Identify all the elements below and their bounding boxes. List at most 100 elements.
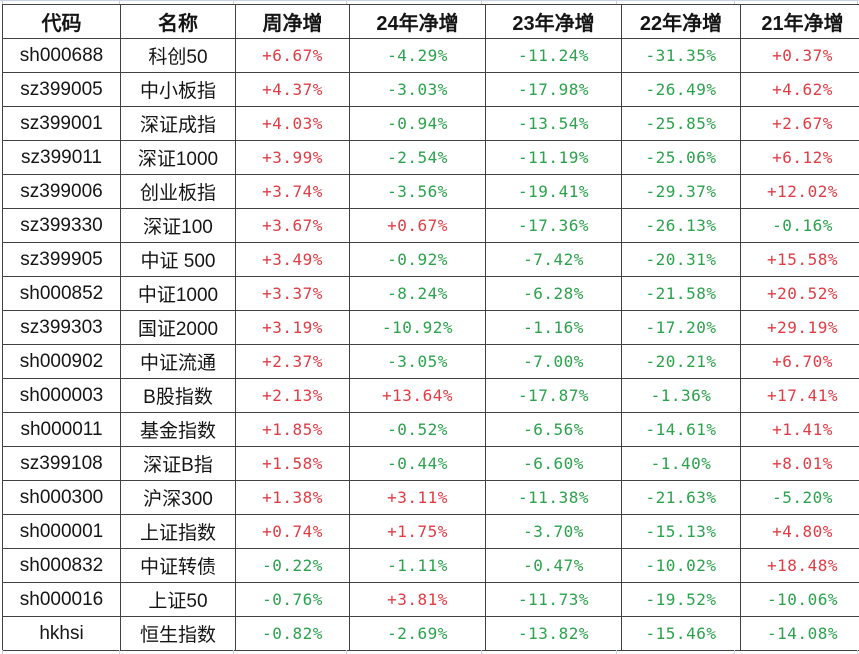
code-cell[interactable]: sh000832 (2, 548, 121, 583)
code-cell[interactable]: sz399303 (2, 310, 121, 345)
value-cell[interactable]: -31.35% (621, 38, 741, 73)
value-cell[interactable]: -17.98% (485, 72, 622, 107)
value-cell[interactable]: +1.85% (235, 412, 350, 447)
value-cell[interactable]: -5.20% (740, 480, 859, 515)
value-cell[interactable]: +3.67% (235, 208, 350, 243)
value-cell[interactable]: -21.58% (621, 276, 741, 311)
name-cell[interactable]: 中证转债 (120, 548, 236, 583)
code-cell[interactable]: sh000688 (2, 38, 121, 73)
name-cell[interactable]: 恒生指数 (120, 616, 236, 651)
value-cell[interactable]: +20.52% (740, 276, 859, 311)
value-cell[interactable]: +3.19% (235, 310, 350, 345)
value-cell[interactable]: -26.13% (621, 208, 741, 243)
value-cell[interactable]: -11.38% (485, 480, 622, 515)
value-cell[interactable]: +17.41% (740, 378, 859, 413)
value-cell[interactable]: +1.58% (235, 446, 350, 481)
name-cell[interactable]: 深证100 (120, 208, 236, 243)
value-cell[interactable]: +29.19% (740, 310, 859, 345)
value-cell[interactable]: +6.70% (740, 344, 859, 379)
value-cell[interactable]: -7.00% (485, 344, 622, 379)
value-cell[interactable]: -0.92% (349, 242, 486, 277)
code-cell[interactable]: sz399108 (2, 446, 121, 481)
name-cell[interactable]: 深证1000 (120, 140, 236, 175)
value-cell[interactable]: -6.28% (485, 276, 622, 311)
value-cell[interactable]: +18.48% (740, 548, 859, 583)
value-cell[interactable]: -19.52% (621, 582, 741, 617)
value-cell[interactable]: -1.11% (349, 548, 486, 583)
value-cell[interactable]: -14.08% (740, 616, 859, 651)
value-cell[interactable]: -1.36% (621, 378, 741, 413)
header-cell-1[interactable]: 名称 (120, 4, 236, 39)
code-cell[interactable]: sh000902 (2, 344, 121, 379)
value-cell[interactable]: +1.75% (349, 514, 486, 549)
value-cell[interactable]: -13.54% (485, 106, 622, 141)
value-cell[interactable]: -3.05% (349, 344, 486, 379)
header-cell-5[interactable]: 22年净增 (621, 4, 741, 39)
value-cell[interactable]: +0.37% (740, 38, 859, 73)
value-cell[interactable]: +0.67% (349, 208, 486, 243)
code-cell[interactable]: sz399905 (2, 242, 121, 277)
name-cell[interactable]: 基金指数 (120, 412, 236, 447)
value-cell[interactable]: +3.81% (349, 582, 486, 617)
value-cell[interactable]: -17.20% (621, 310, 741, 345)
value-cell[interactable]: -15.46% (621, 616, 741, 651)
value-cell[interactable]: -1.16% (485, 310, 622, 345)
name-cell[interactable]: 深证成指 (120, 106, 236, 141)
value-cell[interactable]: -20.21% (621, 344, 741, 379)
value-cell[interactable]: -6.56% (485, 412, 622, 447)
value-cell[interactable]: -19.41% (485, 174, 622, 209)
value-cell[interactable]: -17.36% (485, 208, 622, 243)
name-cell[interactable]: 国证2000 (120, 310, 236, 345)
value-cell[interactable]: +4.03% (235, 106, 350, 141)
value-cell[interactable]: +3.49% (235, 242, 350, 277)
value-cell[interactable]: +2.37% (235, 344, 350, 379)
value-cell[interactable]: -11.19% (485, 140, 622, 175)
value-cell[interactable]: -3.70% (485, 514, 622, 549)
value-cell[interactable]: -15.13% (621, 514, 741, 549)
value-cell[interactable]: -17.87% (485, 378, 622, 413)
value-cell[interactable]: -0.52% (349, 412, 486, 447)
name-cell[interactable]: 中证 500 (120, 242, 236, 277)
value-cell[interactable]: -7.42% (485, 242, 622, 277)
value-cell[interactable]: +4.80% (740, 514, 859, 549)
value-cell[interactable]: +1.38% (235, 480, 350, 515)
value-cell[interactable]: -14.61% (621, 412, 741, 447)
value-cell[interactable]: -10.92% (349, 310, 486, 345)
name-cell[interactable]: 中小板指 (120, 72, 236, 107)
value-cell[interactable]: +3.74% (235, 174, 350, 209)
name-cell[interactable]: 深证B指 (120, 446, 236, 481)
value-cell[interactable]: +6.67% (235, 38, 350, 73)
code-cell[interactable]: sh000300 (2, 480, 121, 515)
name-cell[interactable]: 创业板指 (120, 174, 236, 209)
value-cell[interactable]: -0.44% (349, 446, 486, 481)
code-cell[interactable]: sh000016 (2, 582, 121, 617)
value-cell[interactable]: -10.02% (621, 548, 741, 583)
value-cell[interactable]: +2.67% (740, 106, 859, 141)
value-cell[interactable]: +8.01% (740, 446, 859, 481)
value-cell[interactable]: -25.85% (621, 106, 741, 141)
header-cell-4[interactable]: 23年净增 (485, 4, 622, 39)
value-cell[interactable]: -11.24% (485, 38, 622, 73)
code-cell[interactable]: sz399006 (2, 174, 121, 209)
header-cell-3[interactable]: 24年净增 (349, 4, 486, 39)
value-cell[interactable]: -0.16% (740, 208, 859, 243)
value-cell[interactable]: -3.56% (349, 174, 486, 209)
value-cell[interactable]: +4.62% (740, 72, 859, 107)
header-cell-0[interactable]: 代码 (2, 4, 121, 39)
value-cell[interactable]: -29.37% (621, 174, 741, 209)
code-cell[interactable]: sh000852 (2, 276, 121, 311)
value-cell[interactable]: +15.58% (740, 242, 859, 277)
name-cell[interactable]: 沪深300 (120, 480, 236, 515)
value-cell[interactable]: -0.76% (235, 582, 350, 617)
value-cell[interactable]: -13.82% (485, 616, 622, 651)
name-cell[interactable]: 上证50 (120, 582, 236, 617)
value-cell[interactable]: +2.13% (235, 378, 350, 413)
name-cell[interactable]: B股指数 (120, 378, 236, 413)
value-cell[interactable]: +12.02% (740, 174, 859, 209)
header-cell-6[interactable]: 21年净增 (740, 4, 859, 39)
value-cell[interactable]: +4.37% (235, 72, 350, 107)
code-cell[interactable]: sh000003 (2, 378, 121, 413)
value-cell[interactable]: -0.94% (349, 106, 486, 141)
value-cell[interactable]: -1.40% (621, 446, 741, 481)
value-cell[interactable]: -4.29% (349, 38, 486, 73)
